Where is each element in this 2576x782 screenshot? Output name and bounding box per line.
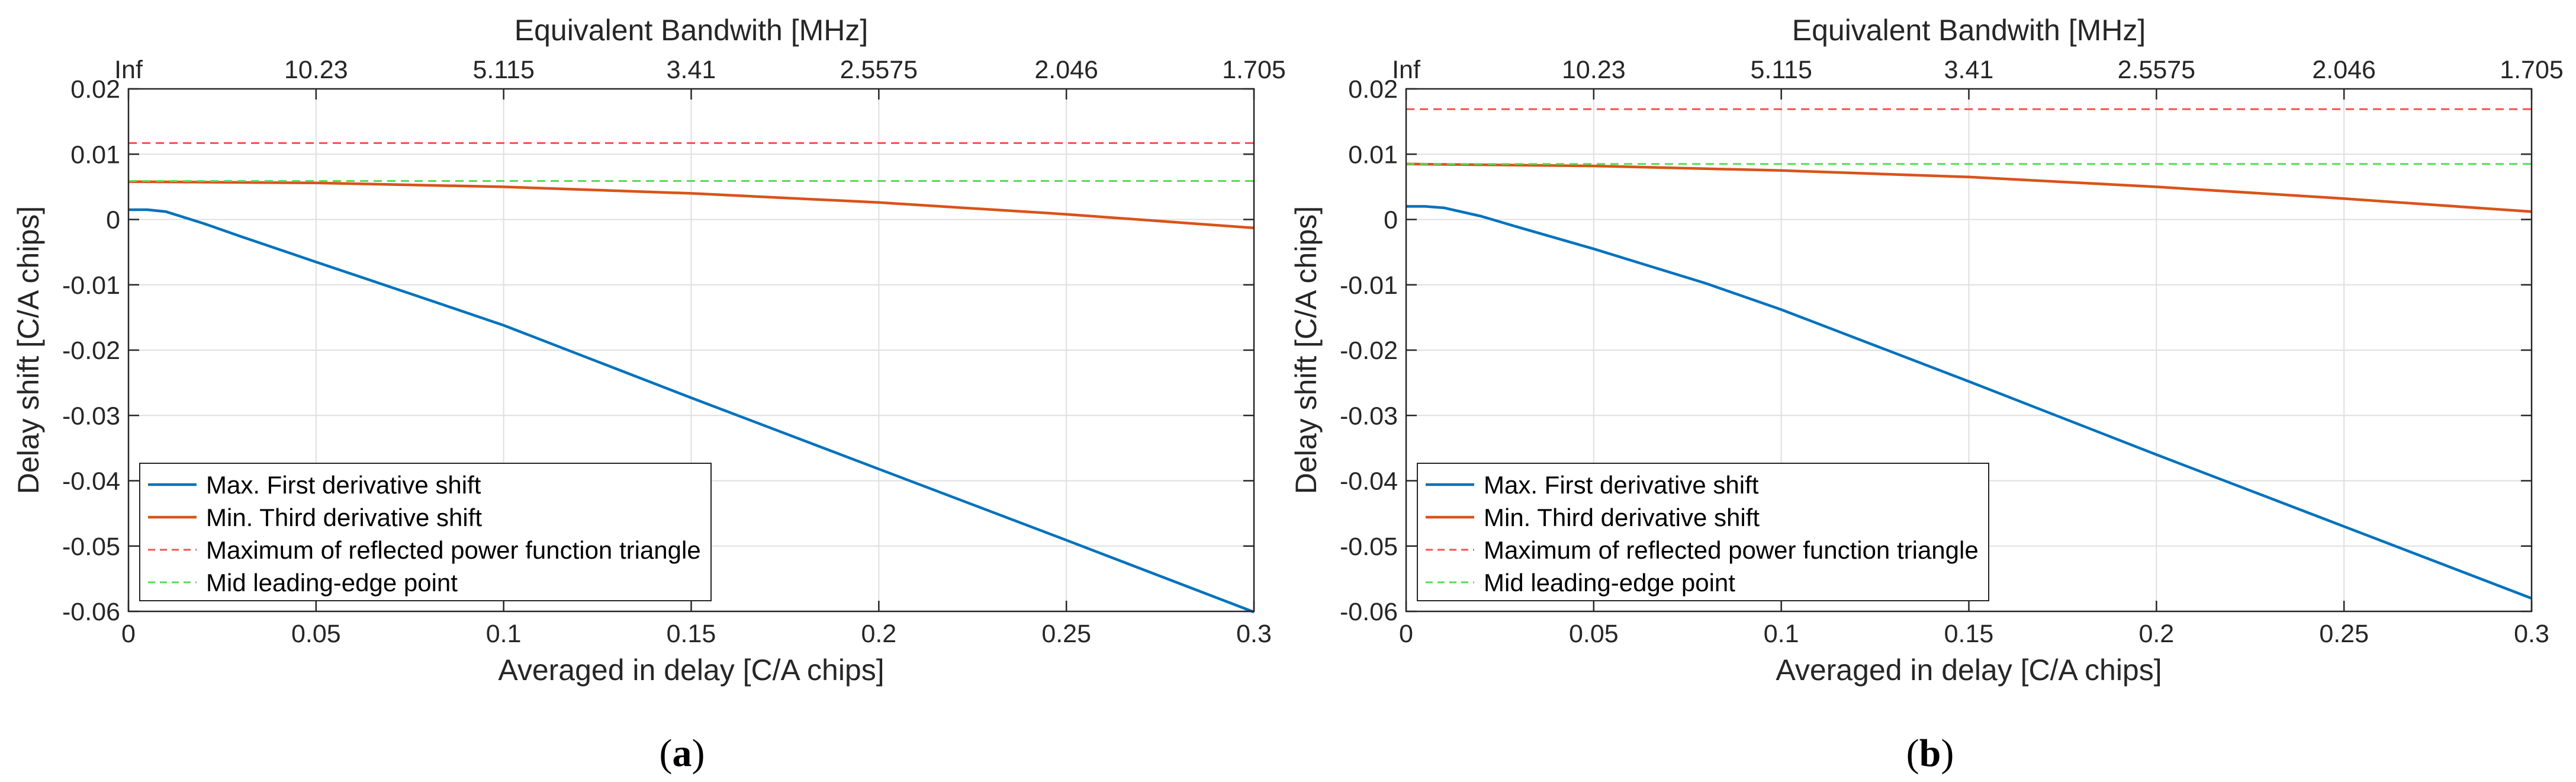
x-axis-title: Averaged in delay [C/A chips] bbox=[498, 653, 884, 687]
top-tick-label: 5.115 bbox=[472, 56, 534, 84]
y-tick-label: -0.02 bbox=[62, 336, 120, 365]
legend-label-1: Max. First derivative shift bbox=[1484, 471, 1759, 499]
y-tick-label: -0.02 bbox=[1340, 336, 1398, 365]
top-axis-title: Equivalent Bandwith [MHz] bbox=[1792, 14, 2146, 47]
caption-open: ( bbox=[1906, 732, 1919, 775]
y-tick-label: 0.01 bbox=[70, 140, 120, 169]
legend-box bbox=[1417, 463, 1989, 601]
x-tick-label: 0.1 bbox=[486, 620, 522, 648]
x-tick-label: 0.3 bbox=[1236, 620, 1272, 648]
top-tick-label: 3.41 bbox=[1944, 56, 1994, 84]
y-tick-label: -0.05 bbox=[62, 533, 120, 561]
y-axis-title: Delay shift [C/A chips] bbox=[1289, 206, 1323, 494]
x-tick-label: 0.2 bbox=[861, 620, 896, 648]
top-tick-label: 10.23 bbox=[1562, 56, 1626, 84]
x-tick-label: 0.3 bbox=[2514, 620, 2549, 648]
panel-b: 0 0.05 0.1 0.15 0.2 0.25 0.3 Inf 10.23 5.115 3.41 2… bbox=[1289, 14, 2564, 775]
legend: Max. First derivative shift Min. Third de… bbox=[1417, 463, 1989, 601]
caption-letter: a bbox=[673, 732, 692, 775]
top-tick-label: 10.23 bbox=[284, 56, 348, 84]
legend-label-3: Maximum of reflected power function tria… bbox=[1484, 536, 1979, 564]
y-tick-label: -0.06 bbox=[1340, 598, 1398, 626]
top-tick-label: 1.705 bbox=[2500, 56, 2564, 84]
legend-label-2: Min. Third derivative shift bbox=[1484, 504, 1760, 531]
caption-close: ) bbox=[1941, 732, 1954, 775]
legend-label-4: Mid leading-edge point bbox=[1484, 569, 1735, 597]
x-axis-title: Averaged in delay [C/A chips] bbox=[1776, 653, 2162, 687]
x-tick-label: 0.1 bbox=[1764, 620, 1799, 648]
top-tick-label: 2.5575 bbox=[840, 56, 918, 84]
x-tick-label: 0.15 bbox=[1944, 620, 1994, 648]
y-tick-label: 0.01 bbox=[1348, 140, 1398, 169]
x-tick-label: 0.05 bbox=[1569, 620, 1619, 648]
top-tick-label: 3.41 bbox=[667, 56, 716, 84]
panel-caption: (b) bbox=[1906, 732, 1954, 775]
x-tick-label: 0 bbox=[121, 620, 136, 648]
top-tick-label: 2.046 bbox=[1034, 56, 1098, 84]
y-tick-label: -0.03 bbox=[1340, 402, 1398, 430]
series-line-1 bbox=[128, 208, 1255, 614]
y-tick-label: -0.06 bbox=[62, 598, 120, 626]
y-tick-label: 0.02 bbox=[1348, 75, 1398, 104]
x-tick-label: 0.05 bbox=[291, 620, 341, 648]
x-tick-label: 0.25 bbox=[2319, 620, 2369, 648]
y-tick-label: -0.01 bbox=[62, 271, 120, 300]
legend-label-4: Mid leading-edge point bbox=[206, 569, 458, 597]
legend-label-1: Max. First derivative shift bbox=[206, 471, 481, 499]
y-tick-label: -0.04 bbox=[62, 467, 120, 496]
y-tick-label: 0 bbox=[106, 206, 120, 235]
top-tick-label: Inf bbox=[114, 56, 143, 84]
legend: Max. First derivative shift Min. Third de… bbox=[139, 463, 712, 601]
x-tick-label: 0.25 bbox=[1041, 620, 1091, 648]
top-tick-label: 1.705 bbox=[1222, 56, 1286, 84]
y-tick-label: -0.03 bbox=[62, 402, 120, 430]
caption-open: ( bbox=[660, 732, 673, 775]
top-tick-label: Inf bbox=[1392, 56, 1421, 84]
x-tick-label: 0 bbox=[1399, 620, 1413, 648]
y-tick-label: 0.02 bbox=[70, 75, 120, 104]
caption-letter: b bbox=[1919, 732, 1941, 775]
x-tick-label: 0.15 bbox=[667, 620, 716, 648]
legend-label-2: Min. Third derivative shift bbox=[206, 504, 482, 531]
top-tick-label: 2.046 bbox=[2312, 56, 2376, 84]
panel-a: 0 0.05 0.1 0.15 0.2 0.25 0.3 Inf 10.23 5.115 3.41 2… bbox=[12, 14, 1286, 775]
legend-box bbox=[139, 463, 712, 601]
panel-caption: (a) bbox=[660, 732, 705, 775]
top-axis-title: Equivalent Bandwith [MHz] bbox=[514, 14, 869, 47]
y-tick-label: 0 bbox=[1384, 206, 1398, 235]
y-axis-title: Delay shift [C/A chips] bbox=[12, 206, 45, 494]
series-line-2 bbox=[128, 180, 1255, 230]
caption-close: ) bbox=[692, 732, 705, 775]
top-tick-label: 2.5575 bbox=[2118, 56, 2196, 84]
y-tick-label: -0.04 bbox=[1340, 467, 1398, 496]
legend-label-3: Maximum of reflected power function tria… bbox=[206, 536, 701, 564]
y-tick-label: -0.01 bbox=[1340, 271, 1398, 300]
top-tick-label: 5.115 bbox=[1750, 56, 1812, 84]
series-line-2 bbox=[1406, 162, 2532, 213]
series-line-1 bbox=[1406, 205, 2532, 600]
y-tick-label: -0.05 bbox=[1340, 533, 1398, 561]
x-tick-label: 0.2 bbox=[2138, 620, 2174, 648]
